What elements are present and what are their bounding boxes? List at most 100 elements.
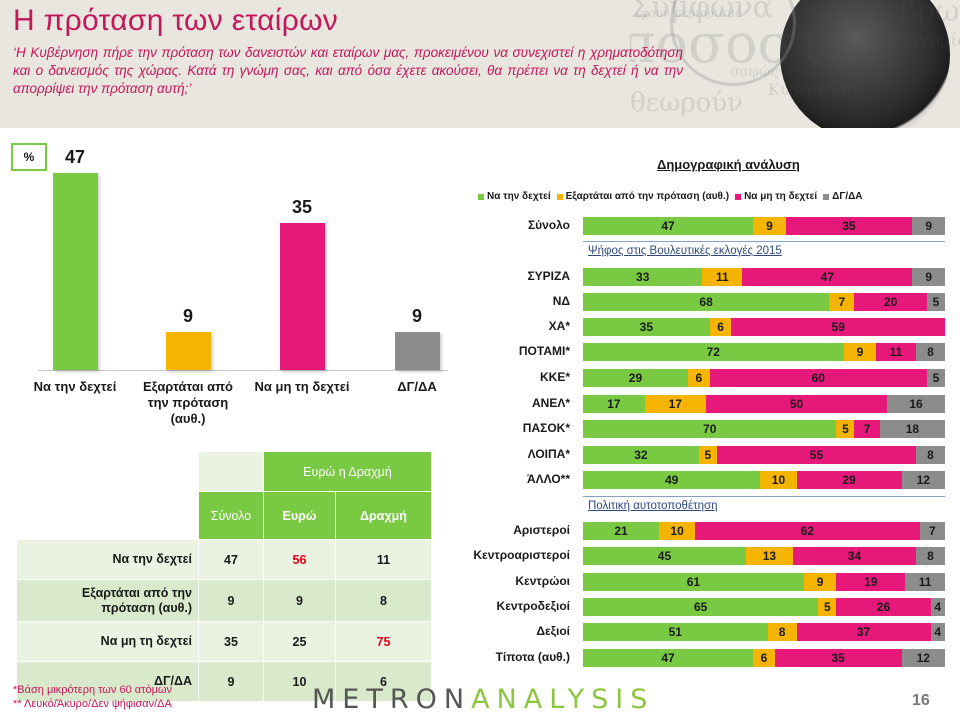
- header-band: Σύμφωνα έχουν περιορισμό ποσοστό σαφώς Κ…: [0, 0, 960, 128]
- bar-segment: 68: [583, 293, 830, 311]
- section-label: Πολιτική αυτοτοποθέτηση: [588, 500, 718, 512]
- bar-segment: 35: [785, 217, 913, 235]
- demographic-title: Δημογραφική ανάλυση: [657, 157, 800, 172]
- stacked-bar: 49 10 29 12: [583, 471, 945, 489]
- legend-label: Εξαρτάται από την πρόταση (αυθ.): [565, 191, 730, 202]
- deco-word: κατηγορία: [874, 30, 960, 51]
- bar-segment: 47: [583, 217, 754, 235]
- stacked-bar: 21 10 62 7: [583, 522, 945, 540]
- bar-category-label: ΔΓ/ΔΑ: [397, 379, 437, 394]
- deco-word: θεωρούν: [630, 88, 743, 118]
- crosstab-col-header: Δραχμή: [335, 491, 432, 540]
- bar-segment: 65: [583, 598, 819, 616]
- demographic-row-label: ΧΑ*: [548, 319, 570, 333]
- legend-label: Να μη τη δεχτεί: [744, 191, 818, 202]
- demographic-row-label: Τίποτα (αυθ.): [495, 650, 570, 664]
- bar-segment: 61: [583, 573, 804, 591]
- bar-value-label: 47: [64, 146, 86, 167]
- crosstab-cell: 9: [198, 661, 264, 702]
- bar-segment: 5: [818, 598, 837, 616]
- crosstab-col-header: Ευρώ: [263, 491, 336, 540]
- bar-segment: 45: [583, 547, 746, 565]
- bar-segment: 70: [583, 420, 837, 438]
- bar-segment: 4: [930, 598, 945, 616]
- crosstab-row-label: Να μη τη δεχτεί: [16, 621, 199, 662]
- bar-segment: 55: [716, 446, 917, 464]
- section-label: Ψήφος στις Βουλευτικές εκλογές 2015: [588, 245, 782, 257]
- crosstab-cell: 35: [198, 621, 264, 662]
- bar-segment: 7: [854, 420, 880, 438]
- bar-segment: 9: [843, 343, 877, 361]
- crosstab-row-label: ΔΓ/ΔΑ: [16, 661, 199, 702]
- total-bar-chart: 47 Να την δεχτεί 9 Εξαρτάται από την πρότασ…: [0, 130, 460, 440]
- stacked-bar: 47 9 35 9: [583, 217, 945, 235]
- bar-segment: 8: [916, 343, 945, 361]
- demographic-legend: Να την δεχτεί Εξαρτάται από την πρόταση (…: [478, 191, 863, 202]
- bar: [394, 332, 440, 370]
- crosstab-cell: 8: [335, 579, 432, 622]
- bar-segment: 5: [836, 420, 855, 438]
- bar-segment: 21: [583, 522, 660, 540]
- bar-segment: 9: [912, 217, 945, 235]
- bar-segment: 10: [760, 471, 797, 489]
- crosstab-row: Να την δεχτεί 47 56 11: [16, 539, 432, 580]
- stacked-bar: 29 6 60 5: [583, 369, 945, 387]
- bar-segment: 8: [916, 547, 945, 565]
- bar-segment: 62: [695, 522, 920, 540]
- bar-segment: 11: [905, 573, 945, 591]
- crosstab-row: ΔΓ/ΔΑ 9 10 6: [16, 661, 432, 702]
- metron-analysis-logo: METRONANALYSIS: [312, 684, 654, 715]
- deco-word: βρω: [900, 0, 960, 29]
- bar-segment: 8: [916, 446, 945, 464]
- euro-drachma-crosstab: Ευρώ η Δραχμή Σύνολο Ευρώ Δραχμή Να την …: [16, 451, 432, 702]
- bar-segment: 49: [583, 471, 761, 489]
- bar-segment: 20: [854, 293, 927, 311]
- stacked-bar: 68 7 20 5: [583, 293, 945, 311]
- legend-swatch: [478, 193, 484, 200]
- crosstab-cell: 10: [263, 661, 336, 702]
- demographic-row-label: ΣΥΡΙΖΑ: [527, 269, 570, 283]
- demographic-row-label: ΠΑΣΟΚ*: [522, 421, 570, 435]
- bar-segment: 29: [796, 471, 902, 489]
- bar-value-label: 9: [411, 306, 422, 327]
- bar-segment: 60: [709, 369, 927, 387]
- bar-segment: 29: [583, 369, 688, 387]
- legend-item: Να μη τη δεχτεί: [735, 191, 817, 202]
- crosstab-cell: 6: [335, 661, 432, 702]
- bar-segment: 17: [583, 395, 645, 413]
- bar-category-label: Να μη τη δεχτεί: [254, 379, 350, 394]
- stacked-bar: 17 17 50 16: [583, 395, 945, 413]
- bar-segment: 10: [659, 522, 696, 540]
- page-number: 16: [912, 692, 930, 709]
- bar-segment: 9: [753, 217, 786, 235]
- legend-swatch: [823, 193, 830, 200]
- bar: [52, 172, 98, 370]
- bar-segment: 47: [583, 649, 754, 667]
- page-title: Η πρόταση των εταίρων: [13, 4, 339, 37]
- crosstab-row-label: Εξαρτάται από την πρόταση (αυθ.): [16, 579, 199, 622]
- demographic-row-label: Δεξιοί: [536, 624, 570, 638]
- demographic-row-label: ΑΝΕΛ*: [531, 396, 570, 410]
- bar: [165, 332, 211, 370]
- legend-item: Να την δεχτεί: [478, 191, 551, 202]
- legend-label: Να την δεχτεί: [487, 191, 551, 202]
- stacked-bar: 47 6 35 12: [583, 649, 945, 667]
- bar-segment: 5: [698, 446, 717, 464]
- bar-segment: 33: [583, 268, 703, 286]
- stacked-bar: 51 8 37 4: [583, 623, 945, 641]
- bar-segment: 6: [687, 369, 710, 387]
- bar-segment: 35: [583, 318, 710, 336]
- bar-segment: 6: [709, 318, 732, 336]
- legend-item: Εξαρτάται από την πρόταση (αυθ.): [556, 191, 730, 202]
- bar-segment: 7: [829, 293, 855, 311]
- bar-chart-baseline: [38, 370, 448, 371]
- bar-segment: 26: [836, 598, 931, 616]
- crosstab-row-label: Να την δεχτεί: [16, 539, 199, 580]
- crosstab-group-header: Ευρώ η Δραχμή: [263, 451, 432, 492]
- bar-category-label: Εξαρτάται από την πρόταση (αυθ.): [143, 379, 233, 426]
- demographic-row-label: Κεντροδεξιοί: [496, 599, 570, 613]
- stacked-bar: 35 6 59: [583, 318, 945, 336]
- bar-segment: 6: [753, 649, 775, 667]
- bar-segment: 34: [792, 547, 917, 565]
- bar-segment: 7: [919, 522, 945, 540]
